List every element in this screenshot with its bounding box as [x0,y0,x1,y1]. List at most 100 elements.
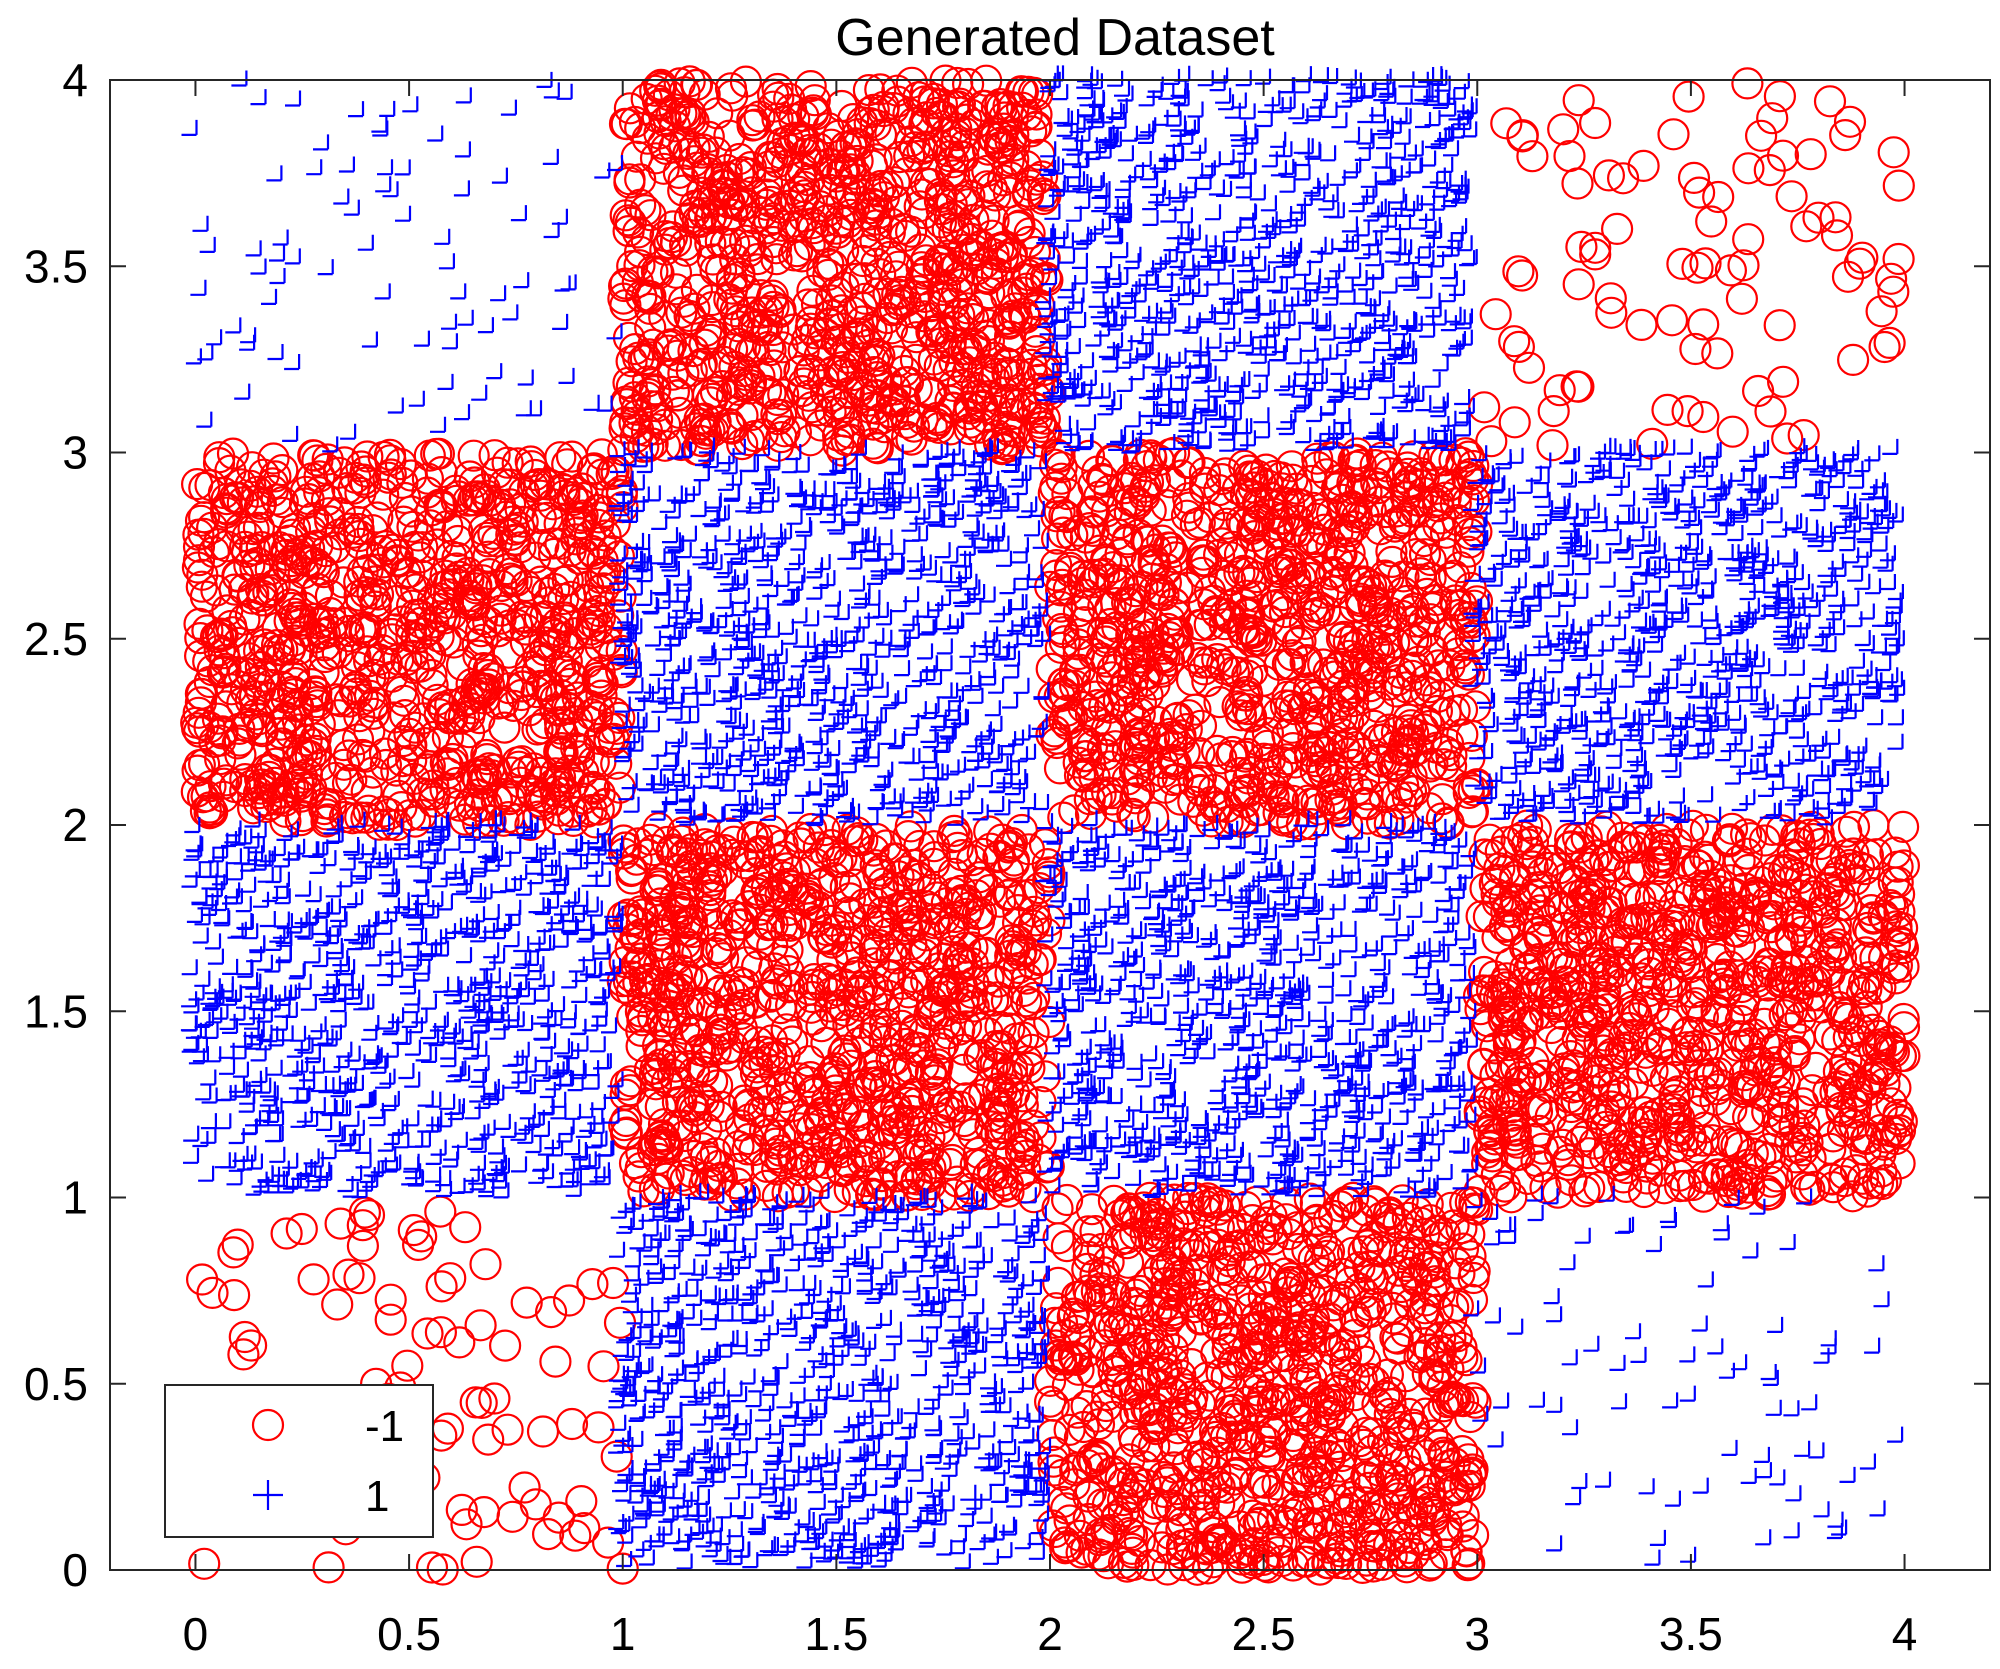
series--1 [180,64,1921,1586]
data-point [565,1484,598,1518]
data-point [465,1386,498,1420]
data-point [1357,1550,1390,1583]
data-point [1365,1201,1398,1234]
data-point [1348,1486,1381,1519]
data-point [1430,1508,1463,1542]
data-point [464,1309,497,1342]
data-point [1382,1207,1415,1240]
data-point [1284,1404,1318,1437]
data-point [1071,1449,1104,1482]
data-point [1377,1442,1411,1475]
data-point [1193,1379,1226,1412]
data-point [312,1551,345,1584]
data-point [1051,1530,1085,1564]
data-point [1275,1262,1308,1295]
data-point [1073,1279,1106,1312]
data-point [1452,1443,1485,1476]
data-point [415,1551,449,1584]
data-point [1129,1366,1162,1399]
data-point [559,1519,592,1552]
data-point [596,1266,630,1300]
data-point [449,1211,482,1244]
data-point [534,1295,568,1329]
data-point [221,1228,254,1261]
data-point [1101,1351,1135,1384]
data-point [1239,1312,1273,1346]
data-point [1097,1184,1131,1217]
data-point [1291,1233,1324,1266]
data-point [1241,1374,1274,1407]
data-point [1104,1223,1137,1256]
data-point [343,1262,376,1295]
data-point [450,1508,483,1541]
data-point [1412,1304,1445,1337]
data-point [218,1278,251,1312]
data-point [1253,1435,1287,1468]
data-point [1248,1466,1282,1499]
data-point [228,1320,261,1354]
data-point [1159,1234,1192,1267]
data-point [1451,1549,1484,1582]
data-point [1322,1388,1355,1422]
data-point [227,1338,260,1371]
data-point [1255,1370,1289,1404]
data-point [1057,1297,1091,1330]
data-point [424,1316,457,1349]
data-point [1310,1307,1343,1340]
data-point [1050,1183,1084,1217]
data-point [1138,1430,1171,1463]
data-point [1453,1547,1486,1580]
data-point [587,1350,620,1383]
data-point [1404,1466,1438,1499]
data-point [285,1212,318,1246]
data-point [508,1471,541,1504]
data-point [443,1326,476,1359]
data-point [186,1263,219,1296]
data-point [1352,1462,1385,1495]
data-point [1110,1550,1144,1583]
data-point [1437,1209,1470,1242]
data-point [1446,1434,1479,1468]
data-point [1353,1362,1386,1395]
data-point [346,1209,379,1242]
data-point [1156,1294,1189,1327]
data-point [1459,1386,1492,1419]
data-point [411,1317,444,1350]
data-point [1243,1506,1277,1539]
data-point [1355,1434,1389,1467]
data-point [510,1286,543,1319]
data-point [1329,1280,1362,1313]
data-point [188,1547,221,1580]
data-point [1086,1488,1119,1521]
data-point [531,1517,565,1551]
chart-title: Generated Dataset [835,9,1275,67]
data-point [1300,1436,1333,1469]
data-point [297,1263,330,1296]
data-point [478,1382,511,1415]
data-point [1050,1492,1083,1525]
data-point [1336,1181,1370,1215]
data-point [472,1423,505,1456]
data-point [1133,1266,1166,1299]
data-point [391,1349,424,1382]
data-point [1435,1191,1468,1224]
data-point [445,1493,478,1527]
data-point [374,1303,407,1336]
data-point [1225,1419,1258,1453]
data-point [1326,1257,1359,1290]
data-point [1457,1261,1490,1295]
data-point [235,1329,268,1362]
data-point [217,1236,250,1269]
data-point [1443,1257,1476,1291]
data-point [374,1283,407,1316]
data-point [1254,1261,1287,1295]
data-point [552,1284,586,1317]
data-point [1388,1238,1421,1271]
data-point [469,1248,502,1281]
data-point [1446,1341,1479,1374]
data-point [1191,1182,1224,1215]
data-point [1308,1274,1341,1308]
data-point [1169,1373,1203,1406]
data-point [542,1501,575,1534]
